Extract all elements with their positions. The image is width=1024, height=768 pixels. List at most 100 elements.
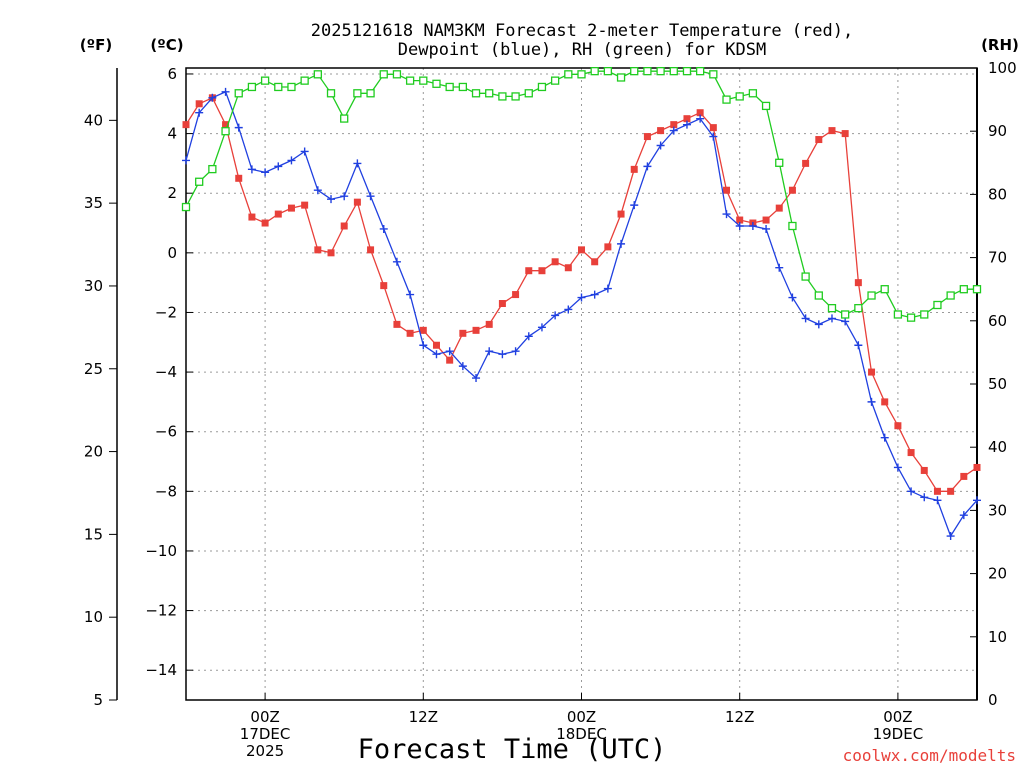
rh-point [458, 82, 468, 92]
dewpoint-point [735, 222, 744, 230]
rh-point [893, 310, 903, 319]
rh-point [208, 164, 217, 174]
celsius-tick-label: −14 [145, 661, 177, 679]
dewpoint-point [261, 168, 270, 177]
rh-tick-label: 40 [988, 438, 1007, 456]
dewpoint-point [880, 433, 889, 442]
rh-tick-label: 20 [988, 565, 1007, 583]
temperature-point [182, 121, 190, 129]
rh-tick-label: 50 [988, 375, 1007, 393]
dewpoint-point [300, 147, 309, 156]
rh-point [221, 127, 230, 136]
rh-point [181, 202, 191, 212]
rh-point [735, 92, 744, 101]
rh-point [933, 300, 942, 310]
rh-point [234, 89, 243, 98]
dewpoint-point [682, 120, 691, 129]
rh-point [669, 67, 678, 76]
dewpoint-point [801, 314, 810, 323]
dewpoint-point [709, 132, 718, 141]
rh-point [195, 177, 204, 186]
celsius-tick-label: −10 [145, 542, 177, 560]
dewpoint-point [814, 320, 823, 329]
rh-point [854, 304, 863, 313]
rh-point [616, 73, 626, 82]
celsius-tick-label: 2 [167, 184, 177, 202]
temperature-point [709, 124, 717, 132]
celsius-tick-label: −12 [145, 602, 177, 620]
dewpoint-point [511, 347, 520, 356]
rh-point [379, 70, 388, 79]
rh-point [801, 272, 810, 281]
temperature-point [380, 282, 388, 290]
rh-point [603, 67, 613, 76]
dewpoint-point [854, 341, 863, 350]
temperature-point [327, 249, 335, 257]
rh-point [353, 89, 362, 98]
rh-point [564, 70, 573, 79]
credit-text: coolwx.com/modelts [843, 746, 1016, 765]
rh-tick-label: 30 [988, 501, 1007, 519]
dewpoint-series [182, 87, 981, 541]
temperature-point [459, 329, 467, 337]
dewpoint-point [827, 314, 836, 323]
dewpoint-point [537, 323, 546, 332]
temperature-point [657, 127, 665, 135]
temperature-point [815, 136, 823, 144]
rh-point [972, 285, 982, 294]
rh-point [630, 67, 639, 76]
dewpoint-point [603, 284, 612, 293]
rh-point [722, 95, 731, 104]
rh-point [748, 89, 758, 98]
temperature-point [828, 127, 836, 135]
dewpoint-point [590, 290, 599, 299]
rh-point [340, 114, 349, 123]
temperature-point [485, 320, 493, 328]
dewpoint-point [406, 290, 415, 299]
temperature-point [564, 264, 572, 272]
temperature-point [670, 121, 678, 129]
dewpoint-point [287, 156, 296, 165]
temperature-point [525, 267, 533, 275]
temperature-point [881, 398, 889, 406]
rh-tick-label: 90 [988, 122, 1007, 140]
celsius-tick-label: −2 [155, 303, 177, 321]
temperature-point [920, 466, 928, 474]
temperature-point [933, 487, 941, 495]
rh-point [696, 67, 705, 76]
temperature-point [261, 219, 269, 227]
rh-point [775, 158, 784, 167]
celsius-tick-label: 6 [167, 65, 177, 83]
dewpoint-point [485, 347, 494, 356]
rh-tick-label: 100 [988, 59, 1017, 77]
dewpoint-point [841, 317, 850, 326]
rh-point [405, 76, 415, 85]
dewpoint-point [221, 87, 230, 96]
dewpoint-point [313, 186, 322, 195]
temperature-point [314, 246, 322, 254]
rh-tick-label: 80 [988, 185, 1007, 203]
temperature-point [432, 341, 440, 349]
x-tick-label: 00Z [250, 708, 279, 726]
x-tick-label: 17DEC [240, 725, 291, 743]
x-tick-label: 12Z [725, 708, 754, 726]
x-axis-label: Forecast Time (UTC) [358, 734, 667, 765]
rh-point [419, 76, 428, 85]
dewpoint-point [274, 162, 283, 171]
rh-tick-label: 70 [988, 249, 1007, 267]
plot-frame [185, 67, 978, 701]
temperature-point [696, 109, 704, 117]
rh-point [260, 76, 270, 85]
rh-point [498, 92, 507, 101]
temperature-point [287, 204, 295, 212]
temperature-point [235, 174, 243, 182]
rh-point [326, 89, 336, 98]
rh-point [524, 89, 533, 98]
rh-point [445, 82, 454, 92]
rh-point [814, 291, 823, 300]
rh-point [274, 82, 283, 92]
x-tick-label: 00Z [883, 708, 912, 726]
rh-point [827, 304, 837, 313]
rh-point [247, 82, 257, 92]
x-tick-label: 19DEC [873, 725, 924, 743]
